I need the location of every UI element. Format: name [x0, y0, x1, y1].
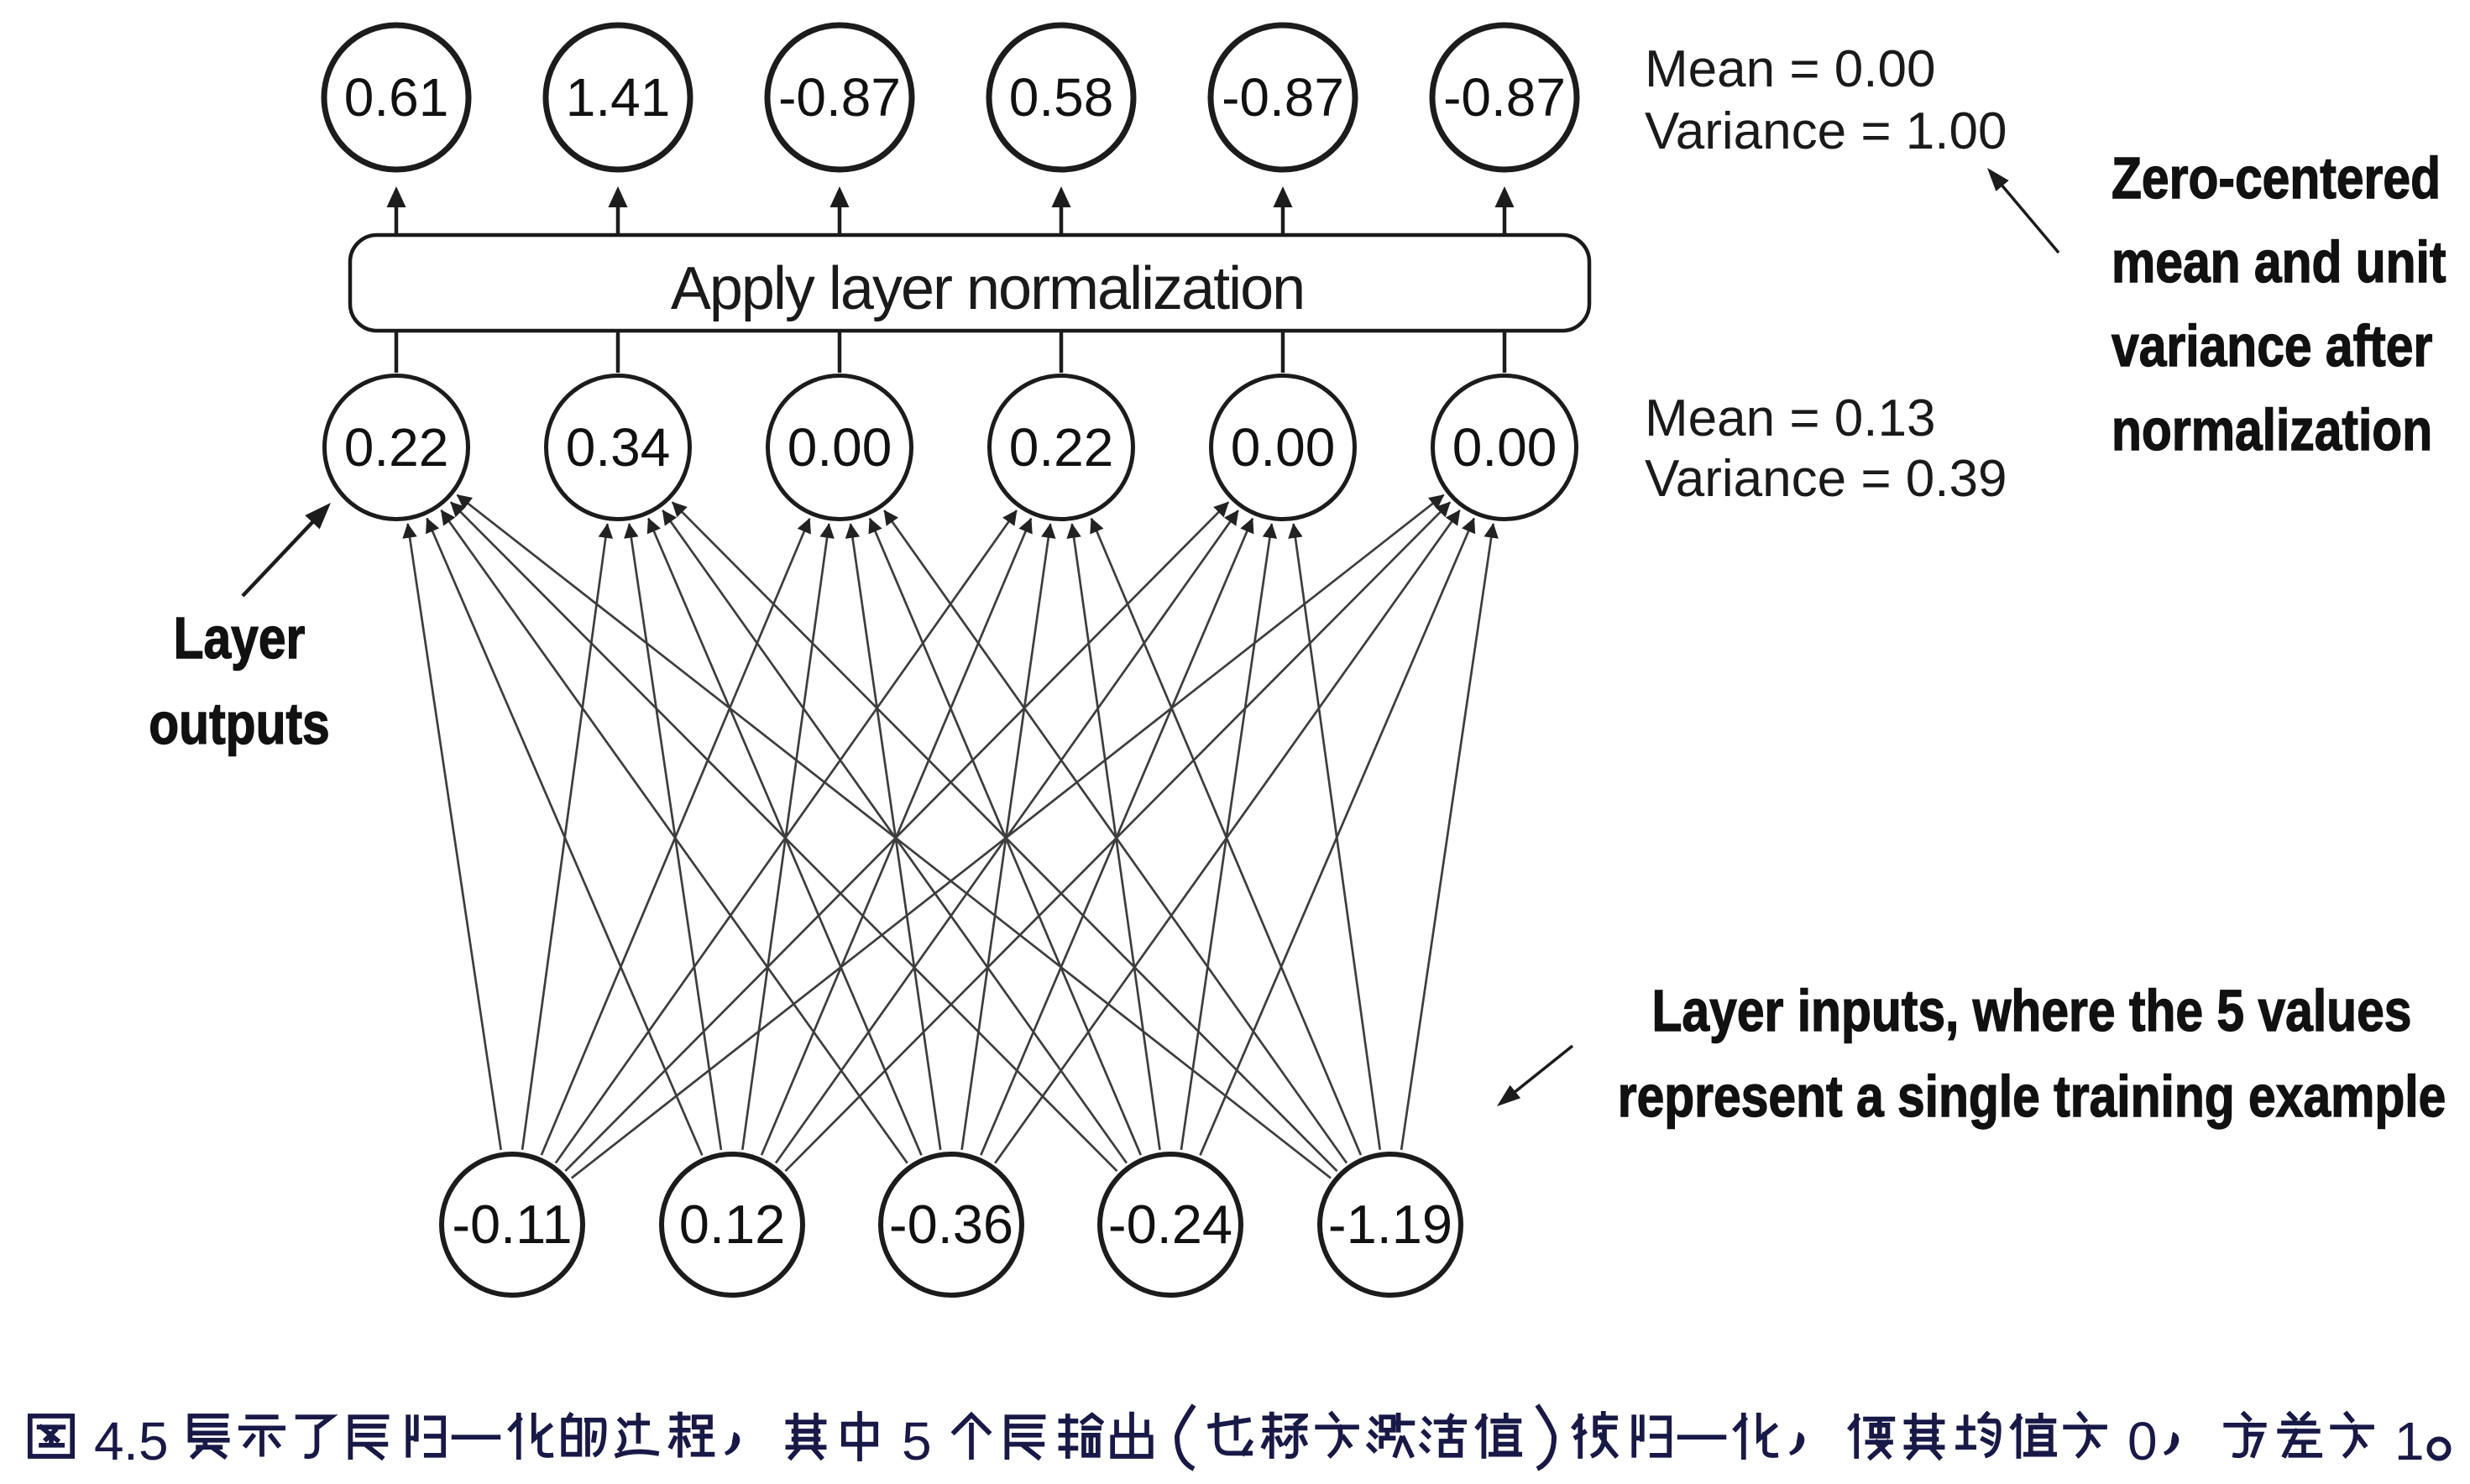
svg-text:5: 5 [139, 1411, 169, 1471]
svg-text:0.00: 0.00 [788, 417, 892, 478]
svg-text:0.34: 0.34 [566, 417, 671, 478]
svg-text:5: 5 [902, 1411, 932, 1471]
svg-text:-0.87: -0.87 [1443, 67, 1566, 128]
svg-text:Mean = 0.00: Mean = 0.00 [1645, 40, 1935, 98]
svg-text:represent a single training ex: represent a single training example [1618, 1063, 2446, 1129]
svg-text:4: 4 [94, 1411, 124, 1471]
svg-text:-0.11: -0.11 [452, 1194, 572, 1255]
svg-text:Variance = 0.39: Variance = 0.39 [1645, 450, 2007, 508]
svg-text:normalization: normalization [2112, 396, 2432, 462]
svg-text:.: . [123, 1411, 139, 1471]
svg-text:-0.87: -0.87 [1222, 67, 1344, 128]
svg-text:0.12: 0.12 [679, 1194, 786, 1255]
svg-text:Apply layer normalization: Apply layer normalization [671, 255, 1304, 322]
svg-text:0.22: 0.22 [344, 417, 449, 478]
svg-text:0: 0 [2127, 1411, 2158, 1471]
svg-text:0.61: 0.61 [344, 67, 449, 128]
svg-text:variance after: variance after [2112, 312, 2432, 379]
svg-text:0.22: 0.22 [1009, 417, 1114, 478]
svg-text:0.00: 0.00 [1452, 417, 1557, 478]
svg-text:Variance = 1.00: Variance = 1.00 [1645, 102, 2007, 160]
svg-text:Layer inputs, where the 5 valu: Layer inputs, where the 5 values [1652, 977, 2412, 1043]
svg-text:mean and unit: mean and unit [2112, 228, 2446, 295]
svg-text:Layer: Layer [174, 604, 306, 671]
svg-text:Mean = 0.13: Mean = 0.13 [1645, 389, 1935, 447]
svg-text:1.41: 1.41 [566, 67, 671, 128]
svg-text:1: 1 [2394, 1411, 2425, 1471]
svg-text:0.00: 0.00 [1231, 417, 1336, 478]
svg-text:-0.36: -0.36 [889, 1194, 1013, 1255]
svg-text:-1.19: -1.19 [1328, 1194, 1452, 1255]
svg-text:0.58: 0.58 [1009, 67, 1114, 128]
svg-text:-0.24: -0.24 [1108, 1194, 1232, 1255]
svg-text:-0.87: -0.87 [778, 67, 901, 128]
svg-text:Zero-centered: Zero-centered [2112, 144, 2441, 211]
svg-text:outputs: outputs [149, 690, 329, 756]
